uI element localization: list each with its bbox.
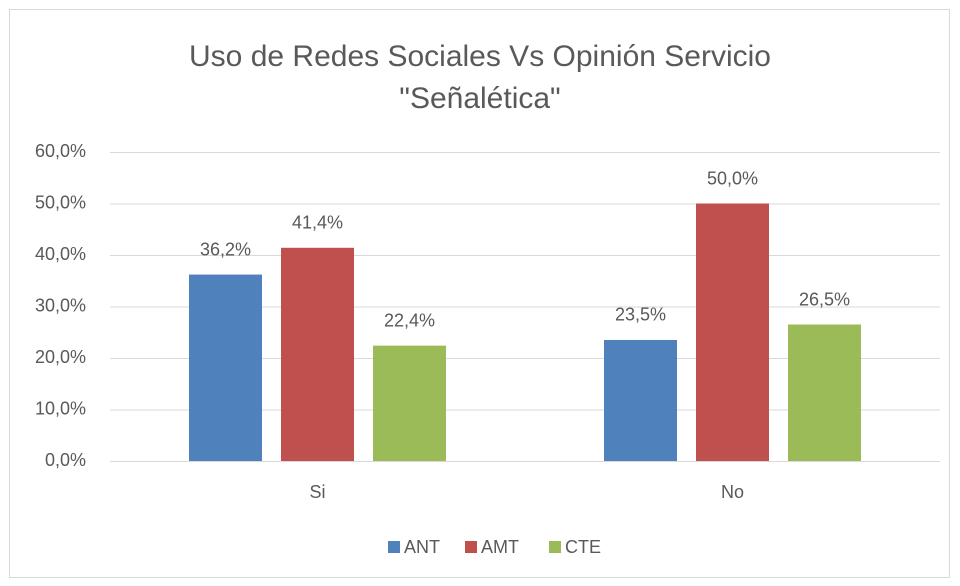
y-tick-label: 30,0%: [35, 295, 86, 315]
x-tick-label: No: [721, 482, 744, 502]
y-tick-label: 60,0%: [35, 141, 86, 161]
bar: [696, 203, 769, 461]
chart-title: Uso de Redes Sociales Vs Opinión Servici…: [189, 40, 771, 73]
bar: [281, 247, 354, 461]
data-label: 41,4%: [292, 213, 343, 233]
y-tick-label: 50,0%: [35, 192, 86, 212]
legend-label: CTE: [565, 537, 601, 557]
legend-swatch: [549, 541, 561, 553]
bar: [604, 339, 677, 461]
y-tick-label: 20,0%: [35, 347, 86, 367]
data-label: 50,0%: [707, 168, 758, 188]
legend-label: AMT: [481, 537, 519, 557]
chart-frame: [9, 9, 950, 578]
legend-swatch: [388, 541, 400, 553]
bar: [373, 345, 446, 461]
bar: [189, 274, 262, 461]
legend-swatch: [465, 541, 477, 553]
y-tick-label: 0,0%: [45, 450, 86, 470]
y-tick-label: 40,0%: [35, 244, 86, 264]
legend-label: ANT: [404, 537, 440, 557]
bar: [788, 324, 861, 461]
data-label: 36,2%: [200, 239, 251, 259]
data-label: 23,5%: [615, 305, 666, 325]
chart-title: "Señalética": [399, 82, 560, 115]
data-label: 26,5%: [799, 289, 850, 309]
x-tick-label: Si: [309, 482, 325, 502]
data-label: 22,4%: [384, 310, 435, 330]
y-tick-label: 10,0%: [35, 398, 86, 418]
